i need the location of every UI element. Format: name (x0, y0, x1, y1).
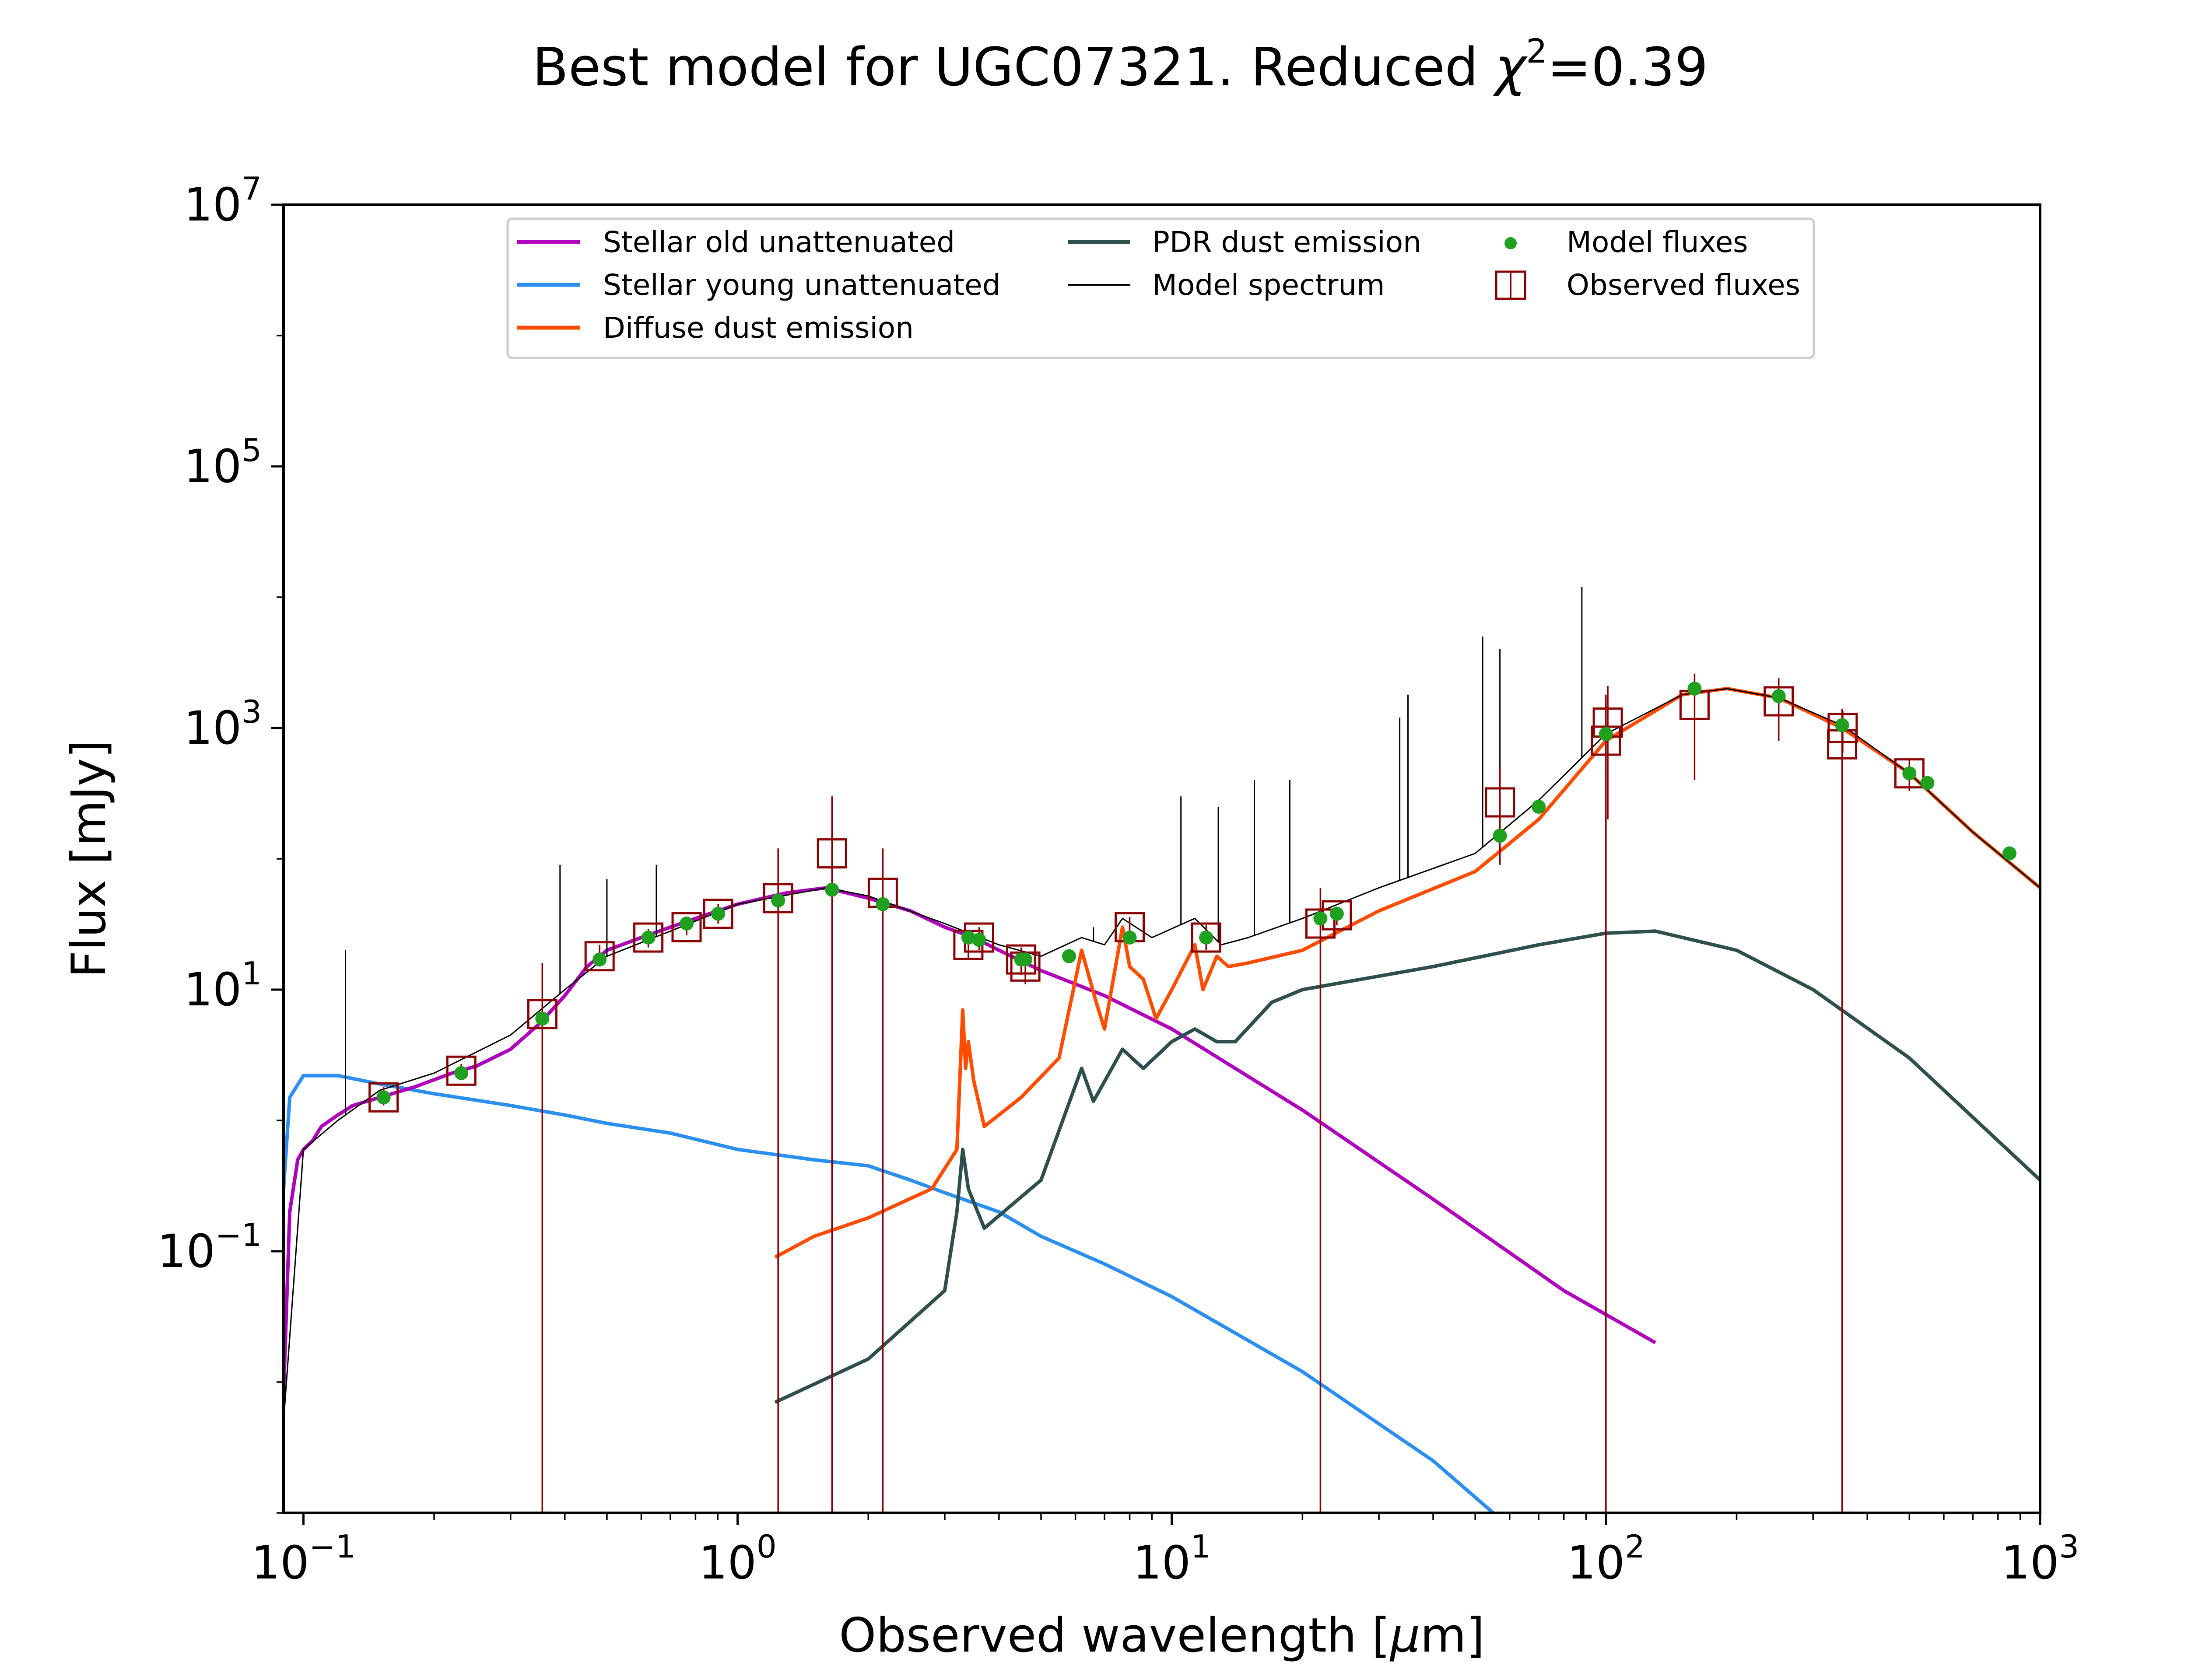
legend-label-diffuse-dust: Diffuse dust emission (603, 311, 914, 345)
legend-swatch-model-fluxes (1504, 237, 1517, 249)
y-axis-label: Flux [mJy] (62, 740, 116, 978)
x-tick-label: 102 (1567, 1528, 1645, 1589)
legend-box (506, 217, 1815, 359)
model-flux-point (1493, 829, 1507, 843)
model-flux-point (1771, 689, 1786, 704)
observed-flux-marker (1894, 758, 1925, 789)
observed-flux-marker (1485, 787, 1515, 818)
observed-flux-marker (1006, 944, 1037, 975)
series-line-stellar-young-unattenuated (284, 1074, 1494, 1513)
model-flux-point (680, 917, 694, 931)
observed-flux-marker (1305, 908, 1336, 939)
series-layer (284, 587, 2040, 1513)
y-tick-label: 103 (184, 693, 262, 755)
legend-label-observed-fluxes: Observed fluxes (1567, 268, 1800, 302)
model-flux-point (825, 882, 839, 897)
observed-flux-marker (763, 883, 793, 914)
model-flux-point (1599, 727, 1613, 741)
model-flux-point (641, 931, 656, 945)
observed-flux-marker (1827, 713, 1858, 743)
observed-flux-marker (446, 1055, 477, 1086)
observed-flux-marker (633, 922, 664, 953)
legend-swatch-observed-fluxes (1495, 270, 1526, 300)
series-line-stellar-old-unattenuated (284, 886, 1656, 1395)
chart-title: Best model for UGC07321. Reduced χ2=0.39 (533, 32, 1708, 98)
legend: Stellar old unattenuated Stellar young u… (506, 217, 1815, 359)
model-flux-point (1122, 931, 1137, 945)
observed-flux-marker (1191, 922, 1221, 953)
model-flux-point (2002, 846, 2016, 861)
y-tick-label: 105 (184, 432, 262, 493)
observed-flux-marker (527, 999, 558, 1029)
x-tick-label: 101 (1133, 1528, 1211, 1589)
x-tick-label: 103 (2001, 1528, 2079, 1589)
y-axis-ticks: 10−1 101 103 105 107 (158, 170, 284, 1514)
model-flux-point (1018, 952, 1033, 967)
model-flux-point (1920, 776, 1935, 790)
observed-flux-marker (671, 912, 702, 942)
legend-label-model-fluxes: Model fluxes (1567, 225, 1748, 259)
model-flux-point (771, 893, 785, 908)
legend-label-model-spectrum: Model spectrum (1152, 268, 1385, 302)
y-tick-label: 101 (184, 955, 262, 1016)
model-flux-point (972, 933, 986, 947)
model-flux-point (1835, 718, 1849, 732)
model-flux-point (1313, 911, 1328, 926)
legend-label-pdr-dust: PDR dust emission (1152, 225, 1421, 259)
model-flux-point (1687, 682, 1702, 696)
legend-label-stellar-old: Stellar old unattenuated (603, 225, 955, 259)
model-flux-point (1329, 906, 1344, 921)
y-tick-label: 107 (184, 170, 262, 231)
x-tick-label: 10−1 (251, 1528, 355, 1589)
model-flux-point (593, 952, 607, 967)
model-flux-point (1062, 949, 1076, 963)
plot-area (284, 205, 2040, 1513)
y-tick-label: 10−1 (158, 1217, 262, 1278)
x-axis-label: Observed wavelength [μm] (839, 1608, 1485, 1663)
observed-flux-marker (368, 1082, 399, 1113)
model-flux-point (376, 1090, 391, 1105)
model-flux-point (535, 1012, 550, 1026)
observed-flux-marker (703, 899, 733, 929)
observed-flux-marker (1591, 725, 1621, 756)
model-flux-point (961, 931, 975, 945)
marker-layer (368, 673, 2016, 1513)
observed-flux-marker (584, 941, 615, 972)
observed-flux-marker (817, 838, 847, 869)
model-flux-point (876, 897, 890, 911)
model-flux-point (1199, 931, 1213, 945)
series-line-pdr-dust-emission (774, 929, 2040, 1404)
legend-label-stellar-young: Stellar young unattenuated (603, 268, 1001, 302)
x-axis-ticks: 10−1 100 101 102 103 (251, 1513, 2079, 1589)
model-flux-point (1532, 800, 1546, 814)
observed-flux-marker (1764, 686, 1794, 717)
model-flux-point (454, 1066, 469, 1080)
model-flux-point (1902, 766, 1917, 780)
model-flux-point (711, 906, 726, 921)
x-tick-label: 100 (698, 1528, 776, 1589)
